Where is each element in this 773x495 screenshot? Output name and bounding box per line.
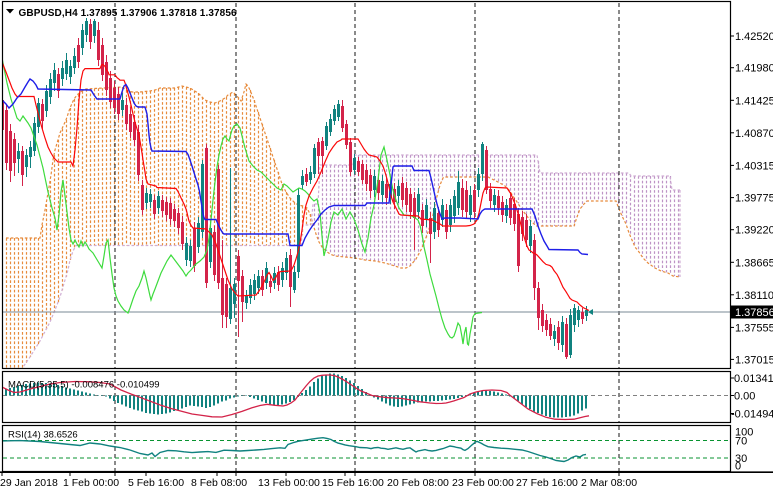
svg-text:1.37015: 1.37015: [735, 354, 773, 366]
svg-text:23 Feb 00:00: 23 Feb 00:00: [452, 477, 514, 489]
svg-text:1.40315: 1.40315: [735, 160, 773, 172]
svg-text:-0.014947: -0.014947: [731, 409, 773, 421]
svg-text:0.013414: 0.013414: [734, 373, 773, 385]
svg-text:2 Mar 08:00: 2 Mar 08:00: [581, 477, 637, 489]
svg-text:RSI(14) 38.6526: RSI(14) 38.6526: [8, 430, 78, 441]
svg-text:1.38110: 1.38110: [735, 290, 773, 302]
svg-text:1.41425: 1.41425: [735, 95, 773, 107]
svg-text:5 Feb 16:00: 5 Feb 16:00: [128, 477, 184, 489]
svg-text:0.00: 0.00: [734, 391, 755, 403]
svg-text:GBPUSD,H4 1.37895 1.37906 1.3: GBPUSD,H4 1.37895 1.37906 1.37818 1.3785…: [19, 8, 237, 19]
svg-text:27 Feb 16:00: 27 Feb 16:00: [516, 477, 578, 489]
svg-text:0: 0: [735, 461, 741, 473]
svg-text:1.39775: 1.39775: [735, 193, 773, 205]
svg-text:20 Feb 08:00: 20 Feb 08:00: [387, 477, 449, 489]
svg-text:70: 70: [735, 436, 747, 448]
svg-text:1.39220: 1.39220: [735, 225, 773, 237]
svg-text:8 Feb 08:00: 8 Feb 08:00: [191, 477, 247, 489]
svg-text:100: 100: [735, 427, 753, 439]
svg-text:1 Feb 00:00: 1 Feb 00:00: [63, 477, 119, 489]
svg-text:29 Jan 2018: 29 Jan 2018: [0, 477, 58, 489]
svg-text:1.42520: 1.42520: [735, 31, 773, 43]
svg-text:1.37856: 1.37856: [735, 307, 773, 319]
svg-text:1.37555: 1.37555: [735, 322, 773, 334]
svg-text:1.38665: 1.38665: [735, 257, 773, 269]
svg-text:13 Feb 00:00: 13 Feb 00:00: [258, 477, 320, 489]
svg-text:30: 30: [735, 453, 747, 465]
svg-text:1.41980: 1.41980: [735, 63, 773, 75]
svg-text:15 Feb 16:00: 15 Feb 16:00: [322, 477, 384, 489]
svg-text:MACD(5,35,5) -0.008476 -0.0104: MACD(5,35,5) -0.008476 -0.010499: [8, 380, 160, 391]
svg-text:1.40870: 1.40870: [735, 128, 773, 140]
